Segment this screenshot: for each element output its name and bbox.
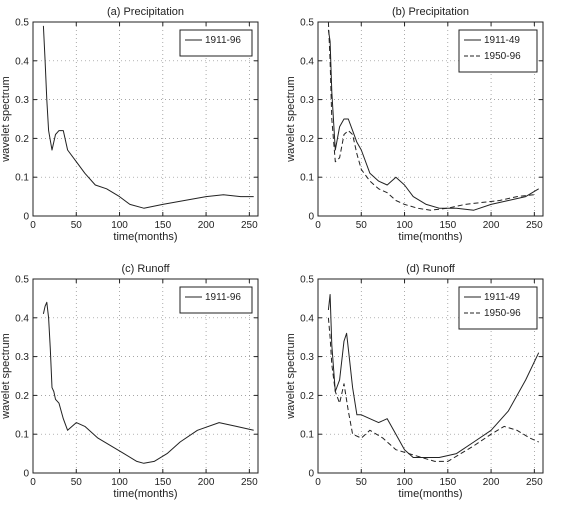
y-tick-label: 0.2: [300, 391, 314, 402]
y-tick-label: 0.5: [15, 275, 29, 286]
x-tick-label: 200: [198, 220, 215, 231]
x-tick-label: 0: [315, 220, 321, 231]
x-tick-label: 50: [71, 220, 83, 231]
series-line-1: [327, 29, 539, 211]
x-tick-label: 100: [396, 220, 413, 231]
legend-box: [179, 29, 253, 57]
chart-title: (b) Precipitation: [392, 6, 469, 18]
x-tick-label: 100: [111, 477, 128, 488]
plot-frame: [32, 21, 259, 217]
chart-panel-4: 0 50 100 150 200 250 0 0.1 0.2 0.3 0.4 0.5 (d) Runof…: [285, 263, 544, 500]
y-tick-label: 0.1: [15, 430, 29, 441]
x-tick-label: 100: [396, 477, 413, 488]
legend-label: 1950-96: [484, 51, 521, 62]
legend-box: [458, 29, 538, 73]
legend-box: [458, 286, 538, 330]
x-axis-label: time(months): [398, 488, 462, 500]
x-tick-label: 50: [356, 477, 368, 488]
chart-title: (c) Runoff: [121, 263, 170, 275]
series-line-2: [327, 317, 539, 462]
x-axis-label: time(months): [398, 231, 462, 243]
y-tick-label: 0.1: [300, 430, 314, 441]
x-tick-label: 200: [198, 477, 215, 488]
chart-title: (a) Precipitation: [107, 6, 184, 18]
x-tick-label: 250: [526, 220, 543, 231]
legend-label: 1911-49: [484, 292, 520, 303]
y-axis-label: wavelet spectrum: [0, 333, 12, 420]
legend: 1911-96: [179, 286, 253, 314]
y-tick-label: 0: [308, 469, 314, 480]
series-line-1: [327, 294, 540, 458]
x-tick-label: 0: [30, 220, 36, 231]
y-tick-label: 0.4: [300, 56, 314, 67]
y-tick-label: 0.3: [15, 352, 29, 363]
chart-panel-2: 0 50 100 150 200 250 0 0.1 0.2 0.3 0.4 0.5 (b) Preci…: [285, 6, 544, 243]
x-tick-label: 0: [315, 477, 321, 488]
plot-frame: [317, 278, 544, 474]
legend-label: 1911-49: [484, 35, 520, 46]
x-tick-label: 250: [241, 477, 258, 488]
y-tick-label: 0.3: [300, 95, 314, 106]
x-axis-label: time(months): [113, 488, 177, 500]
series-line-1: [42, 301, 254, 464]
y-tick-label: 0.1: [300, 173, 314, 184]
plot-frame: [317, 21, 544, 217]
x-tick-label: 50: [356, 220, 368, 231]
y-axis-label: wavelet spectrum: [0, 76, 12, 163]
y-tick-label: 0.4: [15, 313, 29, 324]
y-tick-label: 0.3: [300, 352, 314, 363]
legend-label: 1911-96: [205, 35, 241, 46]
x-tick-label: 200: [483, 220, 500, 231]
legend-box: [179, 286, 253, 314]
y-tick-label: 0: [23, 469, 29, 480]
y-tick-label: 0.5: [300, 275, 314, 286]
chart-panel-3: 0 50 100 150 200 250 0 0.1 0.2 0.3 0.4 0.5 (c) Runof…: [0, 263, 259, 500]
x-tick-label: 250: [241, 220, 258, 231]
y-tick-label: 0.2: [15, 391, 29, 402]
y-tick-label: 0.2: [15, 134, 29, 145]
y-tick-label: 0.1: [15, 173, 29, 184]
legend-label: 1911-96: [205, 292, 241, 303]
x-tick-label: 150: [154, 477, 171, 488]
y-tick-label: 0: [23, 212, 29, 223]
x-tick-label: 150: [439, 477, 456, 488]
legend-label: 1950-96: [484, 308, 521, 319]
legend: 1911-96: [179, 29, 253, 57]
x-tick-label: 150: [154, 220, 171, 231]
legend: 1911-49 1950-96: [458, 286, 538, 330]
y-tick-label: 0.3: [15, 95, 29, 106]
y-tick-label: 0.5: [300, 18, 314, 29]
x-tick-label: 100: [111, 220, 128, 231]
chart-title: (d) Runoff: [406, 263, 456, 275]
y-axis-label: wavelet spectrum: [285, 333, 297, 420]
legend: 1911-49 1950-96: [458, 29, 538, 73]
x-tick-label: 250: [526, 477, 543, 488]
y-axis-label: wavelet spectrum: [285, 76, 297, 163]
chart-panel-1: 0 50 100 150 200 250 0 0.1 0.2 0.3 0.4 0.5 (a) Preci…: [0, 6, 259, 243]
y-tick-label: 0.4: [300, 313, 314, 324]
x-tick-label: 0: [30, 477, 36, 488]
x-tick-label: 150: [439, 220, 456, 231]
y-tick-label: 0.5: [15, 18, 29, 29]
y-tick-label: 0: [308, 212, 314, 223]
series-line-1: [42, 25, 254, 209]
x-axis-label: time(months): [113, 231, 177, 243]
x-tick-label: 200: [483, 477, 500, 488]
y-tick-label: 0.4: [15, 56, 29, 67]
plot-frame: [32, 278, 259, 474]
y-tick-label: 0.2: [300, 134, 314, 145]
series-line-2: [327, 21, 535, 211]
x-tick-label: 50: [71, 477, 83, 488]
